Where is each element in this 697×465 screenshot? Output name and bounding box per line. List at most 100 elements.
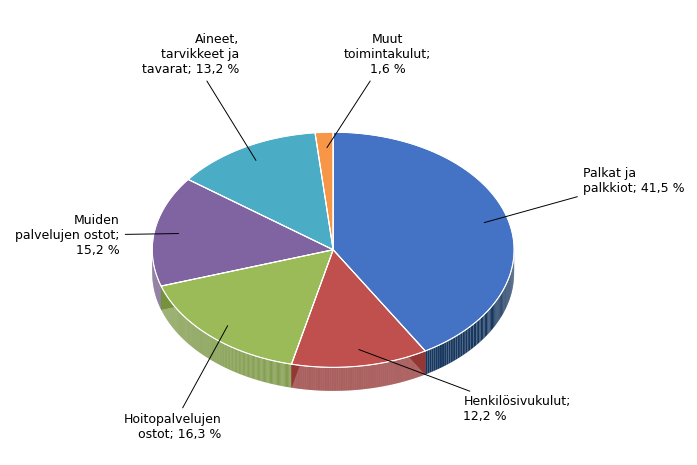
Polygon shape [259,357,260,381]
Polygon shape [333,250,425,374]
Polygon shape [236,349,237,373]
Polygon shape [226,345,227,368]
Polygon shape [504,288,505,313]
Polygon shape [244,352,245,376]
Polygon shape [439,344,441,369]
Polygon shape [456,335,457,360]
Polygon shape [245,352,247,377]
Polygon shape [267,359,268,383]
Polygon shape [269,360,270,384]
Polygon shape [480,318,481,343]
Polygon shape [448,339,450,364]
Polygon shape [454,336,456,361]
Polygon shape [227,345,229,369]
Polygon shape [250,354,252,378]
Polygon shape [234,348,235,372]
Polygon shape [431,348,434,372]
Text: Hoitopalvelujen
ostot; 16,3 %: Hoitopalvelujen ostot; 16,3 % [123,326,228,441]
Polygon shape [434,347,435,371]
Polygon shape [491,306,492,331]
Polygon shape [333,250,425,374]
Polygon shape [288,364,289,387]
Polygon shape [494,302,496,327]
Polygon shape [484,313,486,338]
Polygon shape [469,326,470,351]
Polygon shape [461,332,463,357]
Polygon shape [271,360,272,384]
Polygon shape [258,357,259,380]
Polygon shape [286,363,287,387]
Polygon shape [268,359,269,383]
Polygon shape [505,285,506,310]
Polygon shape [248,353,249,377]
Polygon shape [478,319,480,344]
Polygon shape [486,312,487,336]
Polygon shape [429,349,431,373]
Polygon shape [188,133,333,250]
Polygon shape [254,356,256,379]
Polygon shape [452,337,454,362]
Polygon shape [282,363,284,386]
Polygon shape [500,293,501,319]
Polygon shape [262,358,263,382]
Polygon shape [443,342,445,367]
Polygon shape [333,132,514,351]
Polygon shape [467,327,469,352]
Text: Muiden
palvelujen ostot;
15,2 %: Muiden palvelujen ostot; 15,2 % [15,214,178,257]
Polygon shape [281,362,282,386]
Polygon shape [239,350,240,374]
Polygon shape [287,364,288,387]
Polygon shape [277,362,278,385]
Polygon shape [427,349,429,374]
Polygon shape [229,346,230,370]
Polygon shape [275,361,276,385]
Polygon shape [223,343,224,367]
Polygon shape [240,351,242,375]
Polygon shape [252,355,253,379]
Text: Aineet,
tarvikkeet ja
tavarat; 13,2 %: Aineet, tarvikkeet ja tavarat; 13,2 % [141,33,256,160]
Polygon shape [265,359,266,382]
Polygon shape [464,330,466,354]
Polygon shape [290,364,291,387]
Polygon shape [278,362,279,385]
Polygon shape [291,250,425,367]
Polygon shape [477,320,478,345]
Polygon shape [235,349,236,372]
Polygon shape [266,359,267,383]
Polygon shape [279,362,281,386]
Polygon shape [233,348,234,372]
Polygon shape [225,344,226,368]
Polygon shape [450,339,452,363]
Polygon shape [289,364,290,387]
Polygon shape [257,357,258,380]
Polygon shape [466,329,467,353]
Polygon shape [256,356,257,380]
Polygon shape [220,342,221,365]
Polygon shape [161,250,333,310]
Polygon shape [237,349,238,373]
Polygon shape [221,342,222,366]
Polygon shape [291,250,333,388]
Polygon shape [263,358,264,382]
Polygon shape [230,346,231,370]
Polygon shape [475,322,477,346]
Polygon shape [447,340,448,365]
Polygon shape [218,340,219,364]
Polygon shape [253,355,254,379]
Polygon shape [219,341,220,365]
Polygon shape [216,339,217,363]
Polygon shape [224,344,225,368]
Polygon shape [222,343,223,366]
Polygon shape [232,347,233,371]
Polygon shape [243,352,244,376]
Polygon shape [496,299,498,324]
Polygon shape [247,353,248,377]
Polygon shape [437,345,439,370]
Polygon shape [291,250,333,388]
Polygon shape [214,338,215,362]
Polygon shape [272,360,273,384]
Polygon shape [284,363,285,387]
Polygon shape [285,363,286,387]
Polygon shape [503,289,504,314]
Polygon shape [463,331,464,356]
